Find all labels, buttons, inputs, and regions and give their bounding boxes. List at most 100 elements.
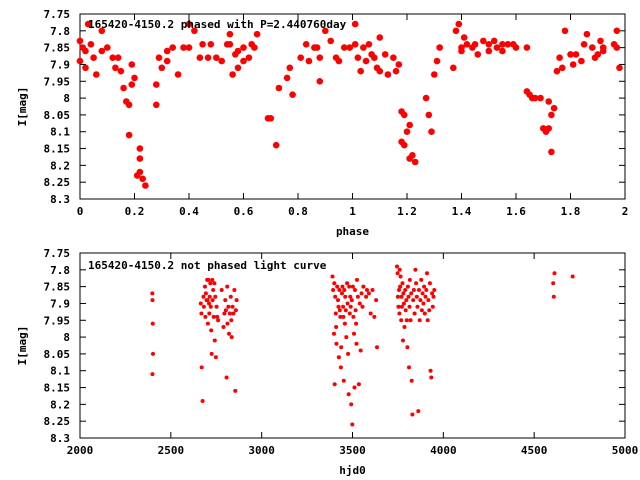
data-point (370, 288, 375, 292)
data-point (136, 155, 144, 162)
data-point (410, 412, 415, 417)
data-point (203, 314, 208, 319)
data-point (343, 308, 348, 313)
data-point (381, 51, 389, 58)
data-point (207, 41, 215, 48)
x-tick-label: 0.2 (125, 205, 145, 218)
y-tick-label: 8.1 (50, 365, 70, 378)
data-point (223, 298, 228, 303)
data-point (399, 318, 404, 323)
data-point (463, 41, 471, 48)
data-point (213, 355, 218, 360)
data-point (322, 27, 329, 35)
data-point (411, 298, 416, 303)
data-point (142, 182, 149, 189)
data-point (228, 294, 233, 299)
data-point (384, 71, 392, 78)
data-point (209, 328, 214, 333)
data-point (372, 314, 377, 319)
data-point (358, 348, 363, 353)
data-point (357, 67, 365, 75)
data-point (98, 47, 106, 55)
y-tick-label: 7.75 (44, 247, 71, 260)
data-point (428, 128, 435, 135)
data-point (155, 54, 163, 61)
data-point (348, 294, 353, 299)
data-point (286, 64, 294, 72)
data-point (163, 57, 171, 65)
data-point (185, 44, 193, 51)
data-point (297, 54, 305, 61)
x-axis-label: phase (336, 225, 369, 238)
data-point (395, 61, 403, 68)
data-point (599, 47, 607, 55)
data-point (90, 54, 97, 61)
data-point (334, 325, 339, 329)
data-point (425, 111, 433, 119)
chart-title: 165420-4150.2 phased with P=2.440760day (88, 18, 347, 31)
data-point (136, 145, 144, 152)
data-point (523, 44, 531, 51)
x-axis: 0 0.2 0.4 0.6 0.8 1 1.2 1.4 1.6 1.8 2 (77, 14, 628, 218)
data-point (545, 125, 552, 132)
data-point (226, 41, 234, 48)
y-tick-label: 8.05 (44, 109, 71, 122)
data-point (346, 44, 354, 51)
data-point (354, 321, 359, 326)
data-point (163, 47, 171, 55)
data-point (131, 74, 138, 82)
data-point (399, 294, 404, 299)
x-tick-label: 0.4 (179, 205, 199, 218)
y-axis-label: I[mag] (16, 87, 29, 127)
data-point (401, 141, 408, 149)
data-point (341, 378, 346, 383)
data-point (234, 64, 242, 72)
data-point (350, 422, 355, 427)
data-point (226, 30, 234, 38)
data-point (374, 298, 379, 303)
data-point (365, 41, 373, 48)
data-point (158, 64, 166, 72)
data-point (548, 148, 555, 156)
data-point (429, 375, 434, 380)
data-point (406, 121, 414, 129)
data-point (431, 71, 438, 78)
data-point (334, 341, 339, 346)
data-point (397, 311, 402, 316)
data-point (419, 277, 424, 282)
data-point (128, 61, 136, 68)
data-point (332, 331, 336, 336)
x-tick-label: 5000 (612, 444, 639, 457)
data-point (240, 57, 247, 65)
data-point (552, 271, 557, 276)
data-point (589, 44, 596, 51)
data-point (207, 301, 211, 306)
data-point (87, 41, 95, 48)
data-point (597, 37, 604, 45)
data-point (405, 345, 410, 350)
data-point (422, 284, 427, 289)
data-points (150, 264, 575, 427)
data-point (346, 351, 351, 356)
data-point (208, 304, 213, 309)
data-point (352, 331, 356, 336)
data-point (400, 281, 405, 286)
data-point (180, 44, 187, 51)
y-tick-label: 7.85 (44, 42, 71, 55)
x-tick-label: 0 (77, 205, 84, 218)
x-tick-label: 1.4 (452, 205, 472, 218)
data-point (433, 57, 441, 65)
data-point (409, 291, 414, 296)
data-point (485, 41, 493, 48)
data-point (395, 294, 400, 299)
data-point (408, 318, 413, 323)
y-tick-label: 8.2 (50, 398, 70, 411)
data-point (153, 101, 160, 109)
data-point (417, 318, 422, 323)
chart-title: 165420-4150.2 not phased light curve (88, 259, 327, 272)
x-tick-label: 2500 (158, 444, 185, 457)
data-point (436, 44, 444, 51)
data-point (253, 30, 261, 38)
data-point (399, 304, 404, 309)
